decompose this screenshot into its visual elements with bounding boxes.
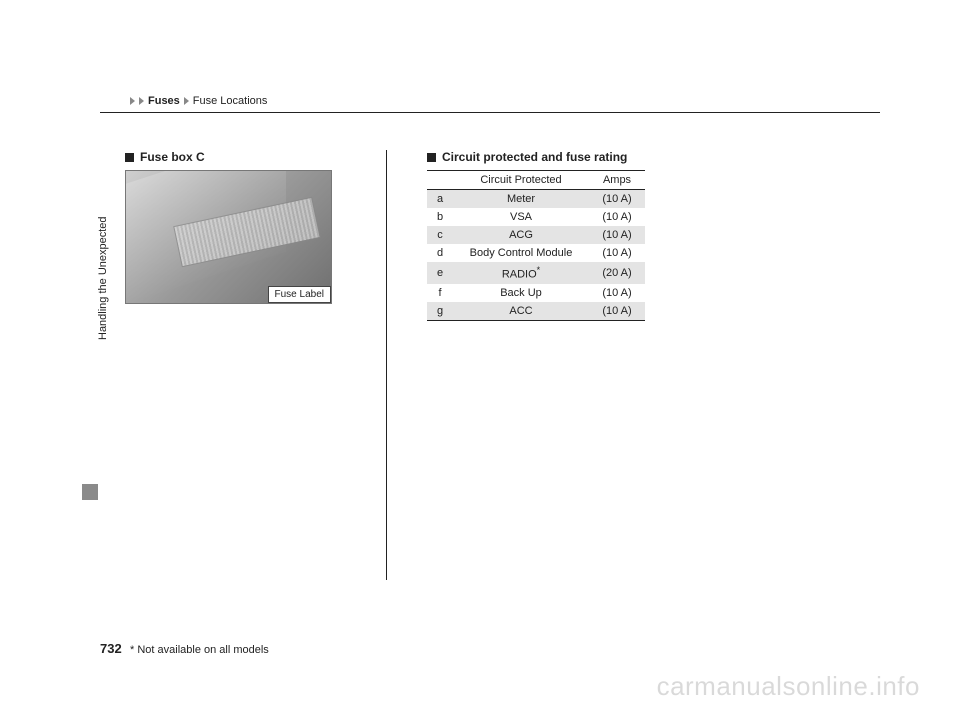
table-cell-id: b (427, 208, 453, 226)
manual-page: Fuses Fuse Locations Fuse box C Fuse Lab… (0, 0, 960, 722)
table-header-blank (427, 171, 453, 190)
section-heading-right: Circuit protected and fuse rating (427, 150, 657, 164)
table-cell-circuit: Back Up (453, 284, 589, 302)
chevron-right-icon (139, 97, 144, 105)
table-row: gACC(10 A) (427, 302, 645, 321)
table-row: cACG(10 A) (427, 226, 645, 244)
chevron-right-icon (130, 97, 135, 105)
breadcrumb-part-1: Fuses (148, 95, 180, 107)
table-cell-id: e (427, 262, 453, 284)
table-cell-amps: (10 A) (589, 208, 645, 226)
table-cell-id: a (427, 190, 453, 209)
fuse-box-photo: Fuse Label (125, 170, 332, 304)
breadcrumb: Fuses Fuse Locations (130, 95, 267, 107)
table-cell-circuit: ACC (453, 302, 589, 321)
table-cell-amps: (20 A) (589, 262, 645, 284)
table-row: dBody Control Module(10 A) (427, 244, 645, 262)
table-cell-amps: (10 A) (589, 302, 645, 321)
right-heading-text: Circuit protected and fuse rating (442, 150, 627, 164)
table-cell-circuit: VSA (453, 208, 589, 226)
table-cell-id: g (427, 302, 453, 321)
table-header-row: Circuit Protected Amps (427, 171, 645, 190)
chevron-right-icon (184, 97, 189, 105)
watermark: carmanualsonline.info (657, 671, 920, 702)
square-bullet-icon (125, 153, 134, 162)
left-column: Fuse box C Fuse Label (125, 150, 350, 580)
table-cell-id: d (427, 244, 453, 262)
table-cell-amps: (10 A) (589, 284, 645, 302)
chapter-side-label: Handling the Unexpected (97, 216, 109, 340)
fuse-table: Circuit Protected Amps aMeter(10 A)bVSA(… (427, 170, 645, 321)
right-column: Circuit protected and fuse rating Circui… (427, 150, 657, 580)
table-header-amps: Amps (589, 171, 645, 190)
header-rule (100, 112, 880, 113)
table-cell-amps: (10 A) (589, 190, 645, 209)
table-cell-circuit: Body Control Module (453, 244, 589, 262)
section-heading-left: Fuse box C (125, 150, 350, 164)
table-cell-circuit: Meter (453, 190, 589, 209)
content-columns: Fuse box C Fuse Label Circuit protected … (125, 150, 657, 580)
square-bullet-icon (427, 153, 436, 162)
table-body: aMeter(10 A)bVSA(10 A)cACG(10 A)dBody Co… (427, 190, 645, 321)
table-row: aMeter(10 A) (427, 190, 645, 209)
table-cell-circuit: ACG (453, 226, 589, 244)
table-cell-circuit: RADIO* (453, 262, 589, 284)
table-cell-id: f (427, 284, 453, 302)
left-heading-text: Fuse box C (140, 150, 205, 164)
table-cell-amps: (10 A) (589, 244, 645, 262)
column-divider (386, 150, 387, 580)
breadcrumb-part-2: Fuse Locations (193, 95, 268, 107)
table-cell-id: c (427, 226, 453, 244)
table-cell-amps: (10 A) (589, 226, 645, 244)
page-number: 732 (100, 641, 122, 656)
chapter-tab-icon (82, 484, 98, 500)
table-header-circuit: Circuit Protected (453, 171, 589, 190)
table-row: eRADIO*(20 A) (427, 262, 645, 284)
footnote: * Not available on all models (130, 644, 269, 656)
table-row: fBack Up(10 A) (427, 284, 645, 302)
footnote-star-icon: * (537, 265, 541, 275)
fuse-label-callout: Fuse Label (268, 286, 331, 303)
table-row: bVSA(10 A) (427, 208, 645, 226)
